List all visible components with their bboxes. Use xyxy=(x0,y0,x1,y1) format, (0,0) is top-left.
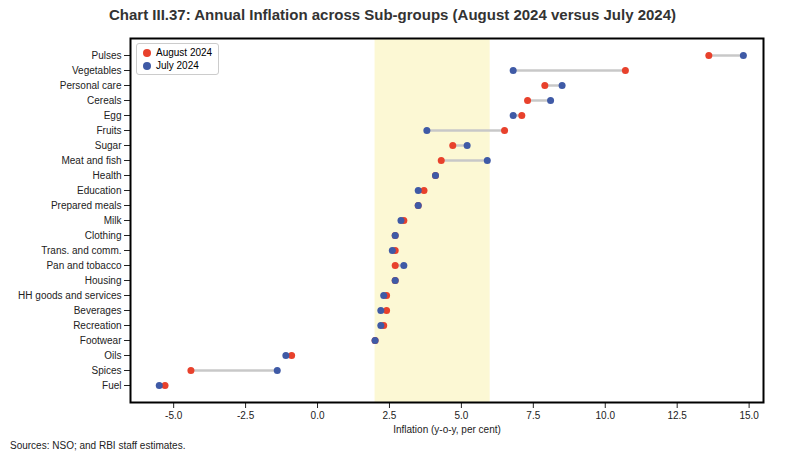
svg-text:Egg: Egg xyxy=(104,110,122,121)
html-text:August 2024: August 2024 xyxy=(156,47,213,58)
svg-text:12.5: 12.5 xyxy=(667,410,687,421)
svg-text:Inflation (y-o-y, per cent): Inflation (y-o-y, per cent) xyxy=(393,424,501,435)
svg-text:5.0: 5.0 xyxy=(454,410,468,421)
svg-text:Clothing: Clothing xyxy=(85,230,122,241)
svg-text:Pulses: Pulses xyxy=(91,50,121,61)
svg-text:Beverages: Beverages xyxy=(74,305,122,316)
svg-text:15.0: 15.0 xyxy=(739,410,759,421)
svg-text:Fuel: Fuel xyxy=(102,380,121,391)
svg-text:0.0: 0.0 xyxy=(311,410,325,421)
svg-text:-5.0: -5.0 xyxy=(165,410,183,421)
svg-text:10.0: 10.0 xyxy=(596,410,616,421)
svg-text:Footwear: Footwear xyxy=(80,335,122,346)
svg-text:Vegetables: Vegetables xyxy=(72,65,122,76)
svg-text:Meat and fish: Meat and fish xyxy=(61,155,121,166)
svg-text:Sugar: Sugar xyxy=(95,140,122,151)
svg-text:Pan and tobacco: Pan and tobacco xyxy=(46,260,121,271)
svg-text:Personal care: Personal care xyxy=(60,80,122,91)
svg-text:Fruits: Fruits xyxy=(97,125,122,136)
svg-text:Oils: Oils xyxy=(104,350,121,361)
svg-text:Housing: Housing xyxy=(85,275,122,286)
svg-text:Education: Education xyxy=(77,185,121,196)
html-text:July 2024: July 2024 xyxy=(156,60,199,71)
svg-text:Prepared meals: Prepared meals xyxy=(51,200,122,211)
html-text:Chart III.37: Annual Inflation: Chart III.37: Annual Inflation across Su… xyxy=(109,6,676,23)
svg-text:Health: Health xyxy=(93,170,122,181)
svg-text:Trans. and comm.: Trans. and comm. xyxy=(41,245,121,256)
svg-text:Cereals: Cereals xyxy=(87,95,121,106)
html-text:Sources: NSO; and RBI staff es: Sources: NSO; and RBI staff estimates. xyxy=(10,440,186,451)
svg-text:7.5: 7.5 xyxy=(526,410,540,421)
svg-text:Milk: Milk xyxy=(104,215,123,226)
svg-text:-2.5: -2.5 xyxy=(237,410,255,421)
svg-text:HH goods and services: HH goods and services xyxy=(18,290,121,301)
svg-text:Recreation: Recreation xyxy=(73,320,121,331)
svg-text:Spices: Spices xyxy=(91,365,121,376)
svg-text:2.5: 2.5 xyxy=(383,410,397,421)
